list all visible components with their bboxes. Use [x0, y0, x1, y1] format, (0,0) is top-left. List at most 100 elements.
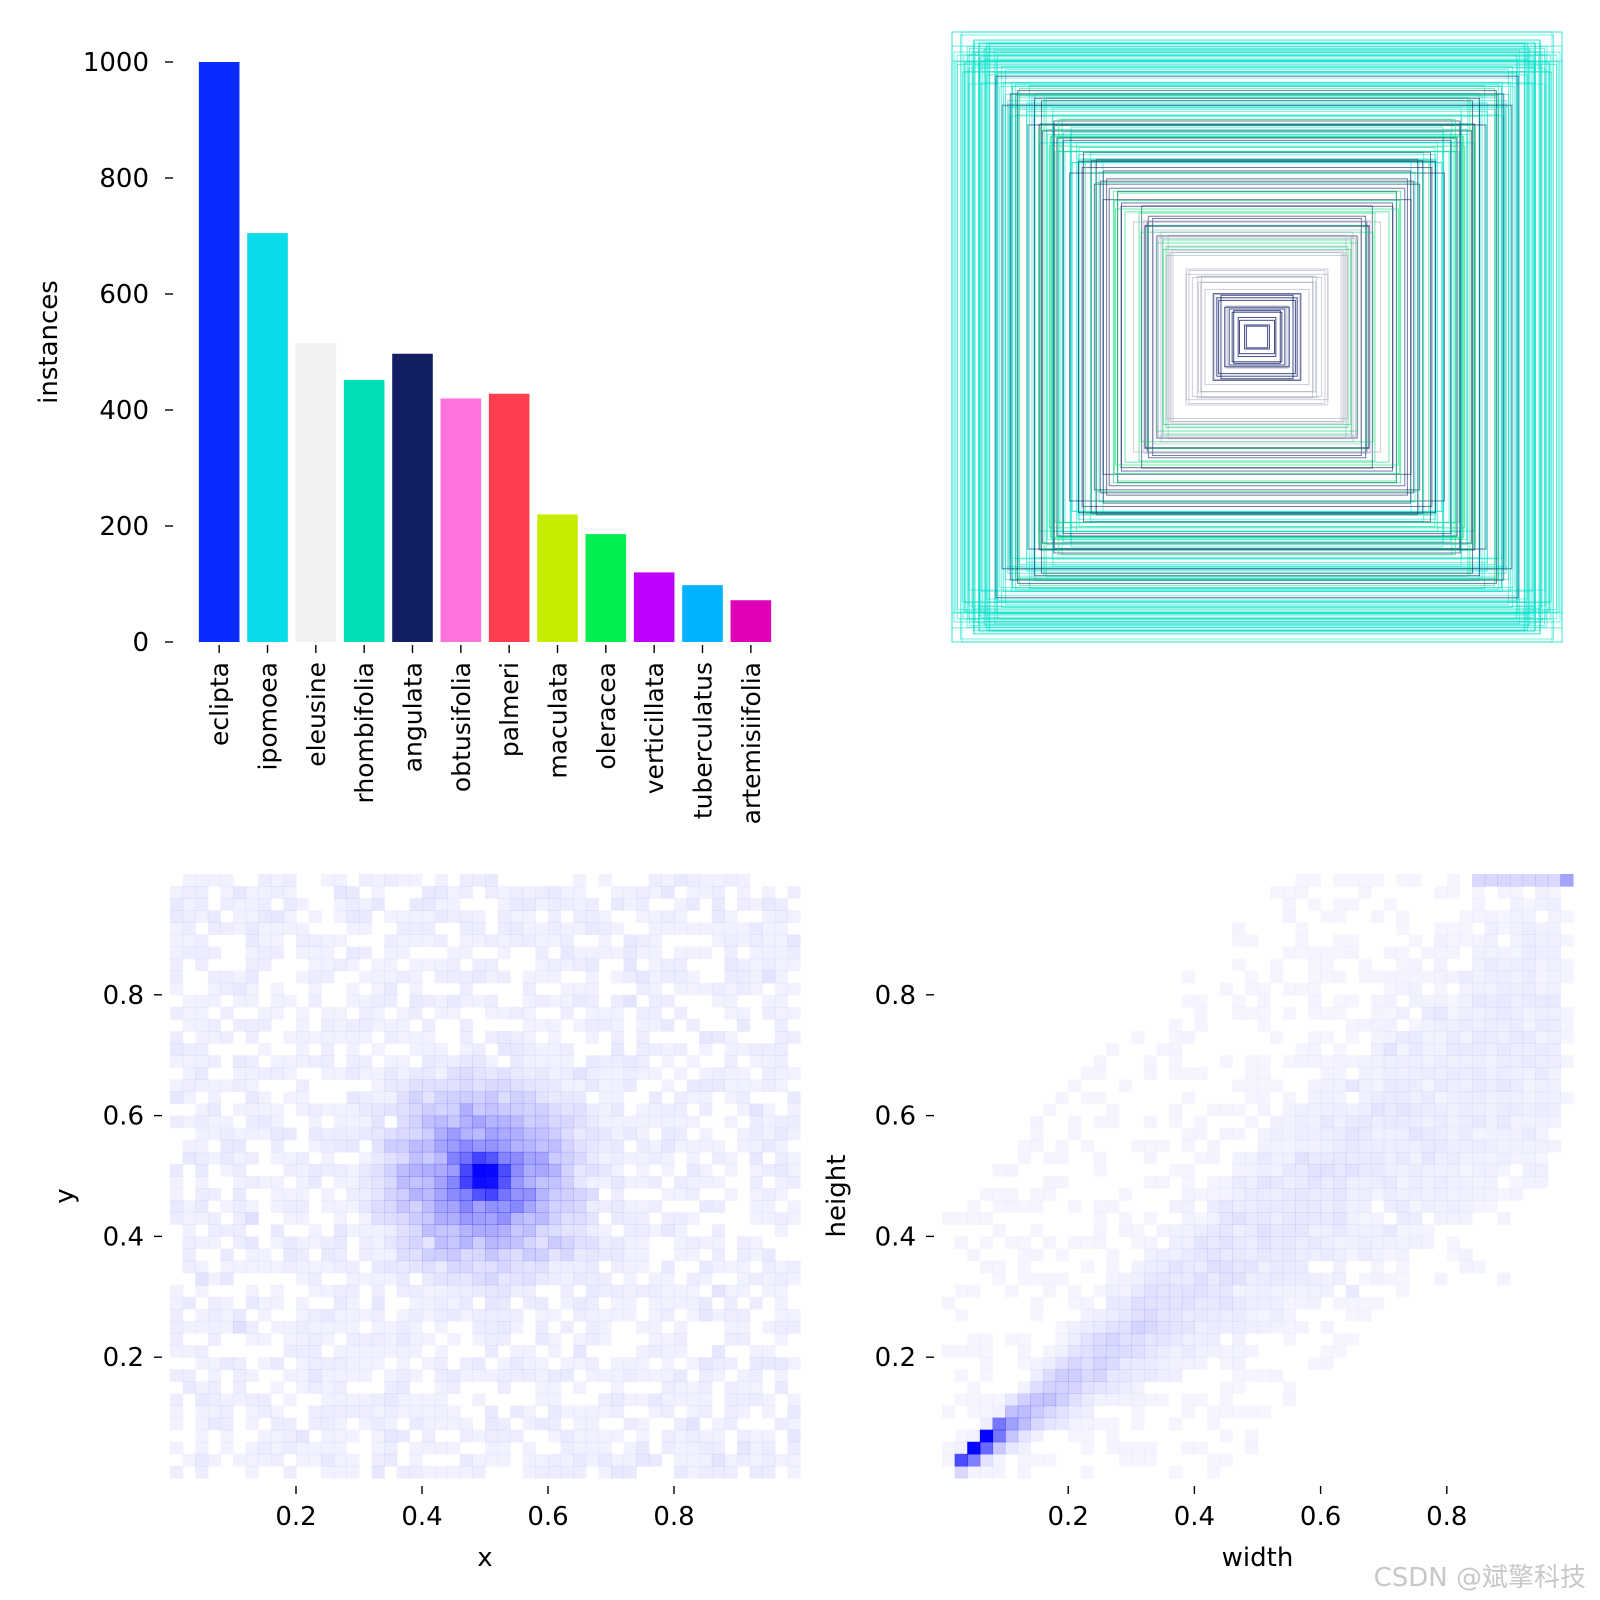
heatmap-cell	[1143, 1260, 1158, 1274]
heatmap-cell	[283, 1127, 297, 1141]
heatmap-cell	[1358, 1272, 1372, 1286]
heatmap-cell	[774, 982, 788, 996]
heatmap-cell	[1547, 1018, 1561, 1032]
heatmap-cell	[686, 1441, 700, 1455]
heatmap-cell	[195, 1357, 209, 1370]
heatmap-cell	[245, 1018, 259, 1032]
heatmap-cell	[522, 1163, 536, 1177]
heatmap-cell	[1030, 1429, 1044, 1443]
heatmap-cell	[371, 1188, 385, 1201]
heatmap-cell	[1194, 1333, 1208, 1346]
heatmap-cell	[762, 1188, 776, 1201]
heatmap-cell	[1484, 982, 1498, 996]
heatmap-cell	[346, 1345, 360, 1358]
bounding-box	[1001, 66, 1513, 608]
heatmap-cell	[321, 1055, 335, 1068]
heatmap-cell	[1484, 1067, 1498, 1080]
heatmap-cell	[296, 1079, 310, 1093]
bounding-box	[1039, 124, 1475, 550]
heatmap-cell	[497, 1284, 511, 1298]
heatmap-cell	[1093, 1163, 1107, 1177]
heatmap-cell	[245, 970, 259, 984]
heatmap-cell	[434, 1079, 448, 1093]
heatmap-cell	[1320, 1248, 1334, 1262]
heatmap-cell	[195, 898, 209, 911]
heatmap-cell	[661, 970, 675, 984]
heatmap-cell	[1446, 1163, 1461, 1177]
heatmap-cell	[220, 1115, 234, 1129]
heatmap-cell	[1270, 1151, 1284, 1165]
heatmap-cell	[1421, 1103, 1435, 1117]
heatmap-cell	[548, 1345, 562, 1358]
heatmap-cell	[724, 1043, 738, 1056]
bounding-box	[1140, 231, 1374, 443]
heatmap-cell	[724, 970, 738, 984]
heatmap-cell	[233, 1369, 247, 1382]
heatmap-cell	[674, 970, 688, 984]
heatmap-cell	[648, 982, 662, 996]
x-tick-label: 0.4	[1174, 1502, 1215, 1532]
heatmap-cell	[1358, 1115, 1372, 1129]
heatmap-cell	[737, 1308, 751, 1322]
heatmap-cell	[573, 1212, 587, 1225]
heatmap-cell	[992, 1224, 1006, 1237]
heatmap-cell	[1055, 1333, 1069, 1346]
heatmap-cell	[1459, 1260, 1473, 1274]
heatmap-cell	[472, 1272, 486, 1286]
heatmap-cell	[1042, 1345, 1057, 1358]
heatmap-cell	[1181, 1091, 1195, 1105]
bounding-box	[1244, 324, 1270, 350]
heatmap-cell	[611, 1296, 625, 1310]
heatmap-cell	[1396, 1031, 1410, 1044]
heatmap-cell	[611, 1284, 625, 1298]
heatmap-cell	[611, 1308, 625, 1322]
heatmap-cell	[1484, 1079, 1498, 1093]
heatmap-cell	[459, 1369, 473, 1382]
heatmap-cell	[1169, 1345, 1183, 1358]
heatmap-cell	[333, 1393, 347, 1407]
heatmap-cell	[1459, 1079, 1473, 1093]
heatmap-cell	[535, 1127, 549, 1141]
heatmap-cell	[321, 1139, 335, 1153]
heatmap-cell	[774, 1127, 788, 1141]
heatmap-cell	[1396, 1272, 1410, 1286]
heatmap-cell	[1446, 934, 1461, 948]
heatmap-cell	[749, 1079, 763, 1093]
heatmap-cell	[396, 1320, 410, 1334]
heatmap-cell	[1244, 1176, 1259, 1189]
heatmap-cell	[787, 934, 801, 948]
heatmap-cell	[346, 922, 360, 935]
heatmap-cell	[585, 1176, 599, 1189]
y-tick-label: 0.8	[103, 981, 144, 1011]
heatmap-cell	[296, 1006, 310, 1020]
heatmap-cell	[762, 1429, 776, 1443]
heatmap-cell	[1497, 946, 1511, 960]
heatmap-cell	[1232, 1320, 1246, 1334]
heatmap-cell	[1244, 1067, 1259, 1080]
heatmap-cell	[371, 1260, 385, 1274]
heatmap-cell	[170, 1212, 184, 1225]
heatmap-cell	[384, 1320, 398, 1334]
heatmap-cell	[979, 1417, 994, 1431]
heatmap-cell	[1408, 1067, 1423, 1080]
heatmap-cell	[195, 1079, 209, 1093]
heatmap-cell	[686, 1115, 700, 1129]
heatmap-cell	[510, 1284, 524, 1298]
heatmap-cell	[979, 1369, 994, 1382]
heatmap-cell	[447, 1006, 461, 1020]
heatmap-cell	[686, 1357, 700, 1370]
heatmap-cell	[245, 1200, 259, 1213]
heatmap-cell	[1333, 1127, 1347, 1141]
heatmap-cell	[220, 898, 234, 911]
heatmap-cell	[711, 1429, 725, 1443]
heatmap-cell	[1257, 1055, 1271, 1068]
bar-tuberculatus	[682, 585, 723, 642]
heatmap-cell	[270, 910, 284, 923]
heatmap-cell	[774, 1369, 788, 1382]
heatmap-cell	[1421, 1188, 1435, 1201]
heatmap-cell	[1194, 994, 1208, 1008]
heatmap-cell	[459, 1103, 473, 1117]
heatmap-cell	[1295, 886, 1309, 899]
heatmap-cell	[979, 1260, 994, 1274]
